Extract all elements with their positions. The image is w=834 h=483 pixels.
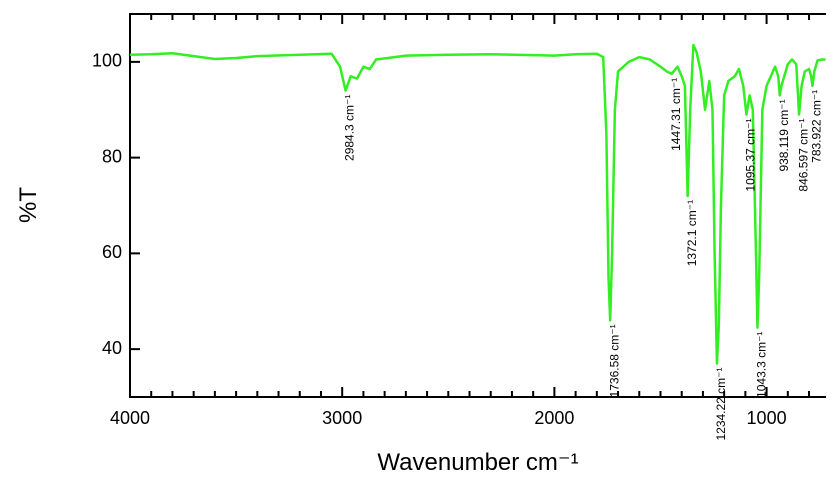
peak-label: 1447.31 cm⁻¹ (669, 78, 683, 151)
x-tick-label: 4000 (110, 408, 150, 428)
peak-label: 846.597 cm⁻¹ (796, 119, 810, 192)
x-axis-label: Wavenumber cm⁻¹ (377, 449, 578, 476)
y-tick-label: 60 (102, 242, 122, 262)
y-tick-label: 100 (92, 51, 122, 71)
peak-label: 938.119 cm⁻¹ (777, 99, 791, 171)
peak-label: 1234.22 cm⁻¹ (714, 367, 728, 440)
peak-label: 2984.3 cm⁻¹ (343, 95, 357, 161)
peak-label: 783.922 cm⁻¹ (810, 90, 824, 163)
peak-label: 1095.37 cm⁻¹ (744, 119, 758, 192)
x-tick-label: 3000 (322, 408, 362, 428)
peak-label: 1043.3 cm⁻¹ (755, 332, 769, 398)
y-tick-label: 40 (102, 338, 122, 358)
peak-label: 1736.58 cm⁻¹ (607, 324, 621, 397)
peak-label: 1372.1 cm⁻¹ (685, 200, 699, 266)
x-tick-label: 1000 (747, 408, 787, 428)
x-tick-label: 2000 (534, 408, 574, 428)
spectrum-line (129, 43, 826, 365)
y-tick-label: 80 (102, 146, 122, 166)
y-axis-label: %T (15, 187, 42, 223)
axis-frame (129, 13, 826, 398)
